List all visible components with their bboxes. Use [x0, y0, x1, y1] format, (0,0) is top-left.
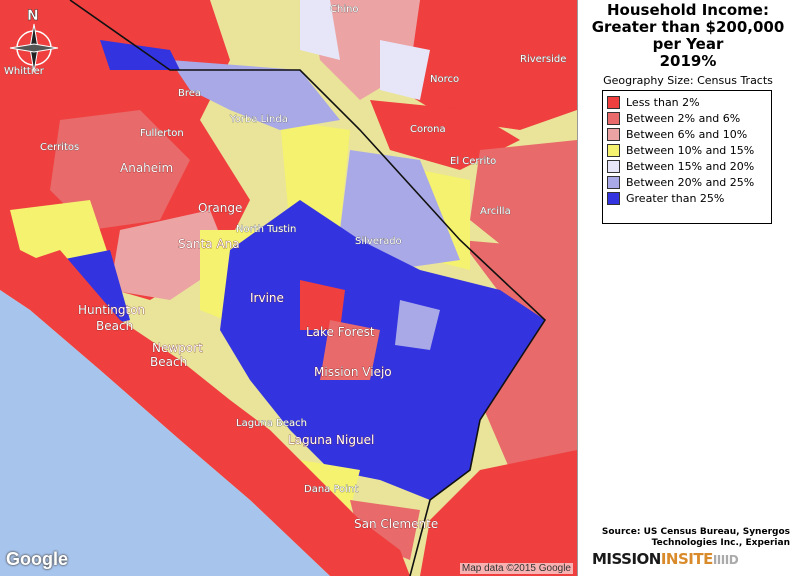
- place-label-orange: Orange: [198, 201, 242, 215]
- county-boundary: [69, 0, 547, 576]
- red-region-northeast[interactable]: [400, 0, 577, 130]
- title-line: per Year: [652, 35, 724, 53]
- source-line: Source: US Census Bureau, Synergos: [601, 527, 790, 537]
- place-label-beach2: Beach: [150, 355, 187, 369]
- place-label-silverado: Silverado: [355, 236, 402, 247]
- place-label-cerritos: Cerritos: [40, 142, 79, 153]
- google-logo[interactable]: Google: [6, 549, 68, 569]
- legend-label: Between 2% and 6%: [626, 111, 741, 125]
- legend-swatch: [607, 127, 620, 141]
- red-region-sanclemente-east[interactable]: [420, 450, 577, 576]
- legend-label: Between 10% and 15%: [626, 143, 755, 157]
- logo-part: IIIID: [712, 553, 739, 567]
- map-canvas[interactable]: N Chino Riverside Norco Corona Brea Yorb…: [0, 0, 577, 576]
- place-label-lagunaniguel: Laguna Niguel: [288, 433, 374, 447]
- source-line: Technologies Inc., Experian: [651, 538, 790, 548]
- place-label-beach1: Beach: [96, 319, 133, 333]
- red-region-anaheim[interactable]: [50, 110, 190, 230]
- map-data-credit[interactable]: Map data ©2015 Google: [459, 563, 573, 574]
- blue-region-south[interactable]: [220, 200, 545, 500]
- place-label-sanclemente: San Clemente: [354, 517, 438, 531]
- lavender-region-yorbalinda[interactable]: [170, 60, 340, 130]
- legend-item: Between 10% and 15%: [607, 142, 767, 158]
- place-label-chino: Chino: [330, 4, 359, 15]
- legend-item: Between 6% and 10%: [607, 126, 767, 142]
- source-attribution: Source: US Census Bureau, Synergos Techn…: [588, 527, 790, 549]
- light-region-north[interactable]: [300, 0, 340, 60]
- place-label-elcerrito: El Cerrito: [450, 156, 496, 167]
- legend-box: Less than 2% Between 2% and 6% Between 6…: [602, 90, 772, 224]
- red-region-lakeforest[interactable]: [300, 280, 345, 330]
- legend-item: Between 15% and 20%: [607, 158, 767, 174]
- red-region-east[interactable]: [470, 140, 577, 260]
- place-label-fullerton: Fullerton: [140, 128, 184, 139]
- place-label-whittier: Whittier: [4, 66, 45, 77]
- place-label-danapoint: Dana Point: [304, 484, 358, 495]
- geography-size-label: Geography Size: Census Tracts: [603, 74, 773, 87]
- lavender-region-hills[interactable]: [395, 300, 440, 350]
- place-label-riverside: Riverside: [520, 54, 566, 65]
- map-title: Household Income: Greater than $200,000 …: [578, 2, 798, 70]
- place-label-lakeforest: Lake Forest: [306, 325, 375, 339]
- place-label-missionviejo: Mission Viejo: [314, 365, 392, 379]
- legend-panel: Household Income: Greater than $200,000 …: [577, 0, 798, 576]
- legend-item: Less than 2%: [607, 94, 767, 110]
- legend-item: Between 2% and 6%: [607, 110, 767, 126]
- choropleth-map[interactable]: N Chino Riverside Norco Corona Brea Yorb…: [0, 0, 577, 576]
- legend-swatch: [607, 191, 620, 205]
- place-label-northtustin: North Tustin: [236, 224, 296, 235]
- blue-region-huntington[interactable]: [60, 250, 130, 330]
- yellow-region-west[interactable]: [10, 200, 110, 270]
- red-region-sanclemente[interactable]: [350, 500, 420, 560]
- red-coastal-band[interactable]: [0, 250, 410, 576]
- logo-part: INSITE: [660, 550, 714, 568]
- compass-rose: N: [9, 8, 59, 73]
- place-label-anaheim: Anaheim: [120, 161, 173, 175]
- pacific-ocean: [0, 290, 330, 576]
- place-label-newport: Newport: [152, 341, 203, 355]
- place-label-corona: Corona: [410, 124, 446, 135]
- place-label-arcilla: Arcilla: [480, 206, 511, 217]
- legend-swatch: [607, 159, 620, 173]
- place-label-irvine: Irvine: [250, 291, 284, 305]
- title-line: Greater than $200,000: [591, 18, 785, 36]
- legend-label: Between 20% and 25%: [626, 175, 755, 189]
- red-region-missionviejo[interactable]: [320, 320, 380, 380]
- legend-item: Greater than 25%: [607, 190, 767, 206]
- legend-label: Between 15% and 20%: [626, 159, 755, 173]
- legend-swatch: [607, 143, 620, 157]
- legend-label: Greater than 25%: [626, 191, 725, 205]
- legend-swatch: [607, 95, 620, 109]
- legend-swatch: [607, 175, 620, 189]
- place-label-yorbalinda: Yorba Linda: [229, 114, 288, 125]
- legend-label: Between 6% and 10%: [626, 127, 748, 141]
- title-line: 2019%: [659, 52, 717, 70]
- light-region-norco[interactable]: [380, 40, 430, 100]
- place-label-lagunabeach: Laguna Beach: [236, 418, 307, 429]
- compass-north-label: N: [27, 8, 39, 24]
- place-label-huntington: Huntington: [78, 303, 145, 317]
- legend-item: Between 20% and 25%: [607, 174, 767, 190]
- legend-swatch: [607, 111, 620, 125]
- legend-label: Less than 2%: [626, 95, 700, 109]
- missioninsite-logo: MISSIONINSITEIIIID: [592, 550, 739, 568]
- place-label-santaana: Santa Ana: [178, 237, 240, 251]
- lavender-region-silverado[interactable]: [340, 150, 460, 270]
- place-label-brea: Brea: [178, 88, 201, 99]
- place-label-norco: Norco: [430, 74, 459, 85]
- logo-part: MISSION: [592, 550, 661, 568]
- title-line: Household Income:: [607, 1, 769, 19]
